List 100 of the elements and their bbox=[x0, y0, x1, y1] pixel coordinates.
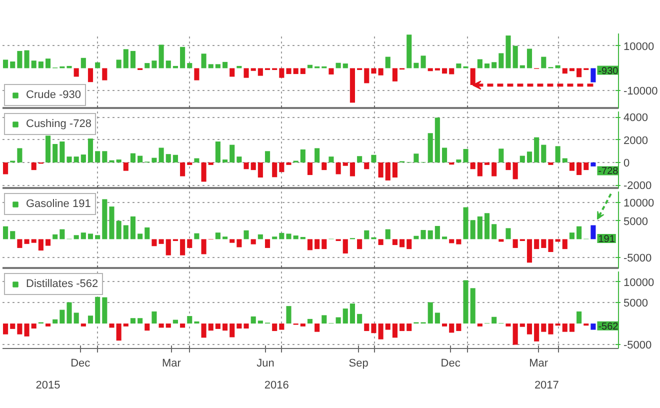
bar bbox=[74, 312, 79, 324]
bar bbox=[236, 156, 242, 162]
bar bbox=[463, 148, 468, 162]
bar bbox=[52, 234, 58, 240]
bar bbox=[512, 324, 518, 345]
bar bbox=[130, 50, 136, 68]
bar bbox=[31, 239, 36, 243]
bar bbox=[244, 324, 249, 329]
bar bbox=[230, 144, 235, 162]
bar bbox=[230, 324, 235, 338]
x2-tick-label: 2016 bbox=[264, 380, 289, 392]
bar bbox=[406, 34, 412, 68]
bar bbox=[477, 59, 482, 68]
bar bbox=[314, 239, 320, 250]
bar bbox=[307, 239, 313, 250]
bar bbox=[286, 68, 292, 74]
bar bbox=[80, 232, 86, 240]
bar bbox=[336, 317, 341, 324]
annotation: 191 bbox=[598, 234, 616, 245]
bar bbox=[512, 162, 518, 180]
bar bbox=[45, 136, 51, 162]
bar bbox=[60, 310, 65, 324]
bar bbox=[74, 235, 79, 240]
bar bbox=[194, 233, 200, 240]
bar bbox=[116, 160, 122, 162]
bar bbox=[541, 56, 546, 68]
bar bbox=[442, 236, 448, 240]
legend-label: Gasoline 191 bbox=[26, 198, 91, 210]
y-tick-label: -5000 bbox=[624, 252, 652, 264]
bar bbox=[95, 235, 100, 240]
bar bbox=[442, 148, 448, 162]
x-tick-label: Mar bbox=[162, 358, 182, 370]
bar bbox=[201, 239, 206, 254]
bar bbox=[400, 324, 405, 332]
bar bbox=[506, 324, 511, 326]
bar bbox=[414, 62, 419, 68]
bar bbox=[194, 321, 200, 324]
bar bbox=[562, 324, 568, 332]
bar bbox=[130, 318, 136, 324]
bar bbox=[456, 324, 462, 332]
bar bbox=[406, 324, 412, 332]
bar bbox=[215, 232, 220, 240]
bar bbox=[272, 324, 278, 332]
bar bbox=[526, 239, 532, 263]
y-tick-label: -5000 bbox=[624, 339, 652, 352]
y-tick-label: 10000 bbox=[624, 198, 654, 210]
bar bbox=[52, 144, 58, 162]
bar bbox=[569, 232, 574, 240]
bar bbox=[534, 324, 540, 342]
bar bbox=[264, 239, 270, 248]
bar bbox=[180, 162, 186, 176]
bar bbox=[434, 226, 440, 240]
bar bbox=[258, 320, 263, 324]
bar bbox=[286, 234, 292, 240]
y-tick-label: 5000 bbox=[624, 298, 648, 310]
bar bbox=[24, 324, 30, 336]
bar bbox=[506, 162, 511, 170]
bar bbox=[526, 48, 532, 68]
bar bbox=[109, 324, 114, 328]
bar bbox=[428, 302, 433, 324]
bar bbox=[520, 324, 525, 327]
bar bbox=[534, 137, 540, 162]
bar bbox=[357, 239, 362, 250]
bar bbox=[350, 68, 356, 103]
bar bbox=[10, 324, 16, 329]
bar bbox=[512, 239, 518, 248]
bar bbox=[492, 162, 497, 176]
bar bbox=[420, 56, 426, 68]
bar bbox=[414, 236, 419, 240]
bar bbox=[555, 239, 560, 242]
bar bbox=[364, 230, 370, 240]
bar bbox=[3, 162, 8, 174]
bar bbox=[166, 324, 171, 328]
bar bbox=[244, 162, 249, 170]
bar bbox=[138, 156, 143, 162]
x2-tick-label: 2017 bbox=[534, 380, 559, 392]
bar bbox=[590, 68, 596, 82]
bar bbox=[392, 324, 398, 338]
bar bbox=[102, 68, 108, 80]
bar bbox=[406, 239, 412, 250]
bar bbox=[194, 158, 200, 162]
bar bbox=[279, 68, 284, 78]
bar bbox=[484, 64, 490, 68]
bar bbox=[357, 156, 362, 162]
bar bbox=[230, 68, 235, 77]
bar bbox=[123, 162, 128, 171]
bar bbox=[342, 162, 348, 166]
bar bbox=[449, 239, 454, 244]
bar bbox=[250, 239, 256, 244]
bar bbox=[3, 60, 8, 68]
bar bbox=[378, 162, 384, 178]
bar bbox=[158, 239, 164, 244]
bar bbox=[371, 154, 376, 162]
bar bbox=[138, 234, 143, 240]
bar bbox=[300, 149, 306, 162]
bar bbox=[569, 324, 574, 332]
bar bbox=[364, 162, 370, 170]
bar bbox=[442, 324, 448, 326]
bar bbox=[66, 66, 72, 68]
bar bbox=[470, 220, 476, 240]
